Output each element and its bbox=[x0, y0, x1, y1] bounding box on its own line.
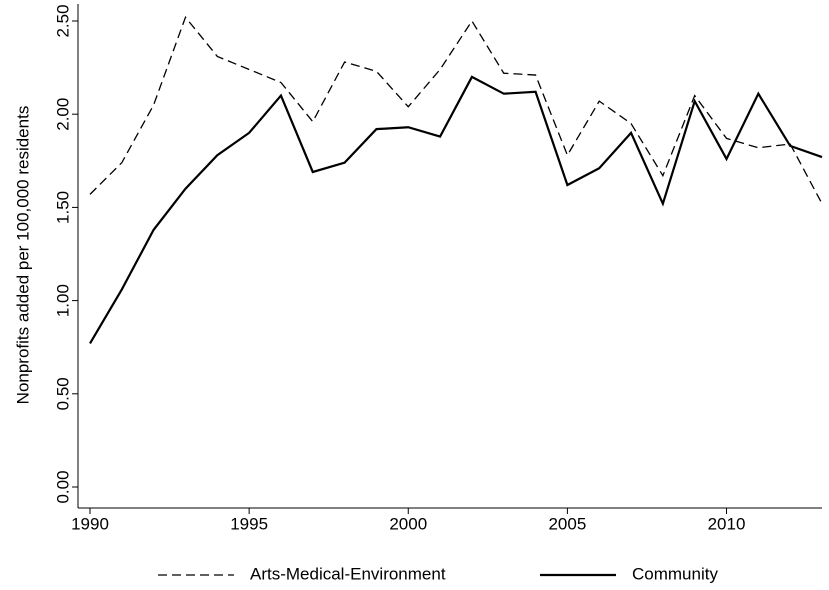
y-axis-title: Nonprofits added per 100,000 residents bbox=[13, 106, 32, 405]
x-tick-label: 1995 bbox=[230, 514, 268, 533]
y-tick-label: 1.50 bbox=[53, 191, 72, 224]
y-tick-label: 0.50 bbox=[53, 377, 72, 410]
y-tick-label: 1.00 bbox=[53, 284, 72, 317]
y-tick-label: 0.00 bbox=[53, 470, 72, 503]
x-tick-label: 2000 bbox=[389, 514, 427, 533]
y-tick-label: 2.50 bbox=[53, 4, 72, 37]
legend-label: Arts-Medical-Environment bbox=[250, 564, 446, 583]
x-tick-label: 2005 bbox=[548, 514, 586, 533]
x-tick-label: 2010 bbox=[708, 514, 746, 533]
x-tick-label: 1990 bbox=[71, 514, 109, 533]
series-line bbox=[89, 75, 823, 345]
y-tick-label: 2.00 bbox=[53, 98, 72, 131]
legend-label: Community bbox=[632, 564, 718, 583]
series-line bbox=[89, 15, 823, 204]
